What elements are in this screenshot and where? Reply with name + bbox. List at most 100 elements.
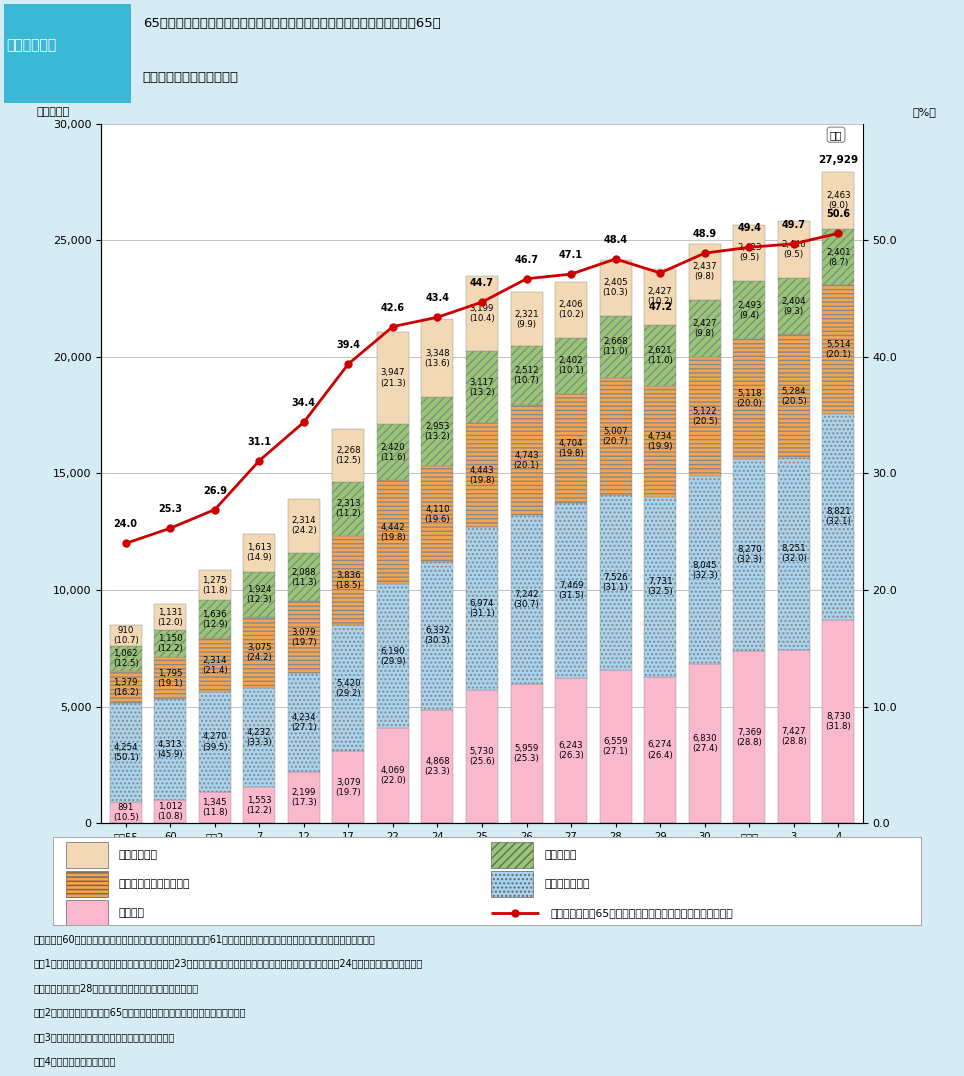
- Text: 6,332
(30.3): 6,332 (30.3): [424, 626, 450, 646]
- Bar: [243, 571, 276, 617]
- Bar: [288, 601, 320, 674]
- Text: 2,402
(10.1): 2,402 (10.1): [558, 356, 584, 376]
- Bar: [110, 671, 142, 704]
- Bar: [199, 570, 230, 600]
- Bar: [199, 792, 230, 823]
- Bar: [243, 689, 276, 787]
- Bar: [288, 771, 320, 823]
- Text: 44.7: 44.7: [470, 278, 494, 288]
- Text: 三世代世帯: 三世代世帯: [544, 850, 576, 860]
- Text: 2,314
(24.2): 2,314 (24.2): [291, 516, 317, 535]
- Text: 25.3: 25.3: [158, 505, 182, 514]
- Text: 6,974
(31.1): 6,974 (31.1): [469, 598, 495, 618]
- Text: 総数: 総数: [830, 130, 843, 140]
- Text: 資料：昭和60年以前の数値は厚生省「厚生行政基礎調査」、昭和61年以降の数値は厚生労働省「国民生活基礎調査」による。: 資料：昭和60年以前の数値は厚生省「厚生行政基礎調査」、昭和61年以降の数値は厚…: [34, 934, 375, 944]
- Text: 8,730
(31.8): 8,730 (31.8): [825, 712, 851, 731]
- Text: 7,731
(32.5): 7,731 (32.5): [647, 577, 673, 596]
- Bar: [600, 378, 631, 495]
- Bar: [110, 647, 142, 671]
- Bar: [333, 482, 364, 536]
- Text: 2,953
(13.2): 2,953 (13.2): [424, 422, 450, 441]
- Bar: [644, 386, 676, 497]
- Bar: [421, 320, 453, 397]
- Bar: [555, 282, 587, 338]
- Bar: [822, 414, 854, 620]
- Text: （年）: （年）: [870, 861, 891, 870]
- Text: 49.7: 49.7: [782, 220, 806, 230]
- Text: 4,734
(19.9): 4,734 (19.9): [648, 431, 673, 451]
- Bar: [110, 704, 142, 803]
- Bar: [377, 332, 409, 424]
- Text: 2,401
(8.7): 2,401 (8.7): [826, 247, 850, 267]
- Bar: [466, 277, 498, 351]
- Bar: [778, 650, 810, 823]
- Text: 3,079
(19.7): 3,079 (19.7): [291, 627, 316, 647]
- Bar: [110, 803, 142, 823]
- Text: 2,427
(9.8): 2,427 (9.8): [692, 320, 717, 338]
- Bar: [688, 300, 721, 357]
- Bar: [377, 584, 409, 728]
- Text: 1,795
(19.1): 1,795 (19.1): [157, 668, 183, 688]
- Bar: [4, 4, 131, 103]
- Bar: [492, 870, 533, 897]
- Bar: [555, 678, 587, 823]
- Text: 2,420
(11.6): 2,420 (11.6): [380, 442, 406, 462]
- Text: 1,345
(11.8): 1,345 (11.8): [201, 798, 228, 817]
- Bar: [243, 787, 276, 823]
- Text: 5,420
(29.2): 5,420 (29.2): [335, 679, 362, 697]
- Bar: [333, 751, 364, 823]
- Text: 49.4: 49.4: [737, 224, 762, 233]
- Text: 39.4: 39.4: [336, 340, 361, 350]
- Text: 4,704
(19.8): 4,704 (19.8): [558, 439, 584, 458]
- Text: （千世帯）: （千世帯）: [37, 108, 69, 117]
- Text: 7,526
(31.1): 7,526 (31.1): [602, 574, 629, 592]
- Text: 2,313
(11.2): 2,313 (11.2): [335, 499, 362, 519]
- Bar: [822, 285, 854, 414]
- Bar: [511, 515, 543, 684]
- Bar: [154, 657, 186, 699]
- Text: 6,559
(27.1): 6,559 (27.1): [602, 737, 629, 756]
- Text: 6,830
(27.4): 6,830 (27.4): [692, 734, 717, 753]
- Bar: [644, 269, 676, 325]
- Bar: [688, 477, 721, 664]
- Bar: [822, 620, 854, 823]
- Text: 8,821
(32.1): 8,821 (32.1): [825, 507, 851, 526]
- Text: 50.6: 50.6: [826, 210, 850, 220]
- Bar: [333, 536, 364, 625]
- Text: （注2）（　）内の数字は、65歳以上の者のいる世帯総数に占める割合（％）: （注2）（ ）内の数字は、65歳以上の者のいる世帯総数に占める割合（％）: [34, 1007, 246, 1018]
- Text: 2,321
(9.9): 2,321 (9.9): [514, 310, 539, 328]
- Bar: [377, 728, 409, 823]
- Text: 8,270
(32.3): 8,270 (32.3): [736, 546, 763, 565]
- Bar: [778, 457, 810, 650]
- Bar: [778, 279, 810, 335]
- Text: 2,437
(9.8): 2,437 (9.8): [692, 263, 717, 282]
- Text: 4,254
(50.1): 4,254 (50.1): [113, 744, 139, 762]
- Text: 全世帯に占める65歳以上の者がいる世帯の割合（右目盛り）: 全世帯に占める65歳以上の者がいる世帯の割合（右目盛り）: [550, 908, 733, 918]
- Bar: [154, 631, 186, 657]
- Text: 2,268
(12.5): 2,268 (12.5): [335, 445, 362, 465]
- Text: 2,405
(10.3): 2,405 (10.3): [602, 279, 629, 297]
- Text: 2,423
(9.5): 2,423 (9.5): [736, 243, 762, 263]
- Text: 2,463
(9.0): 2,463 (9.0): [826, 192, 850, 210]
- Bar: [421, 466, 453, 562]
- Text: 24.0: 24.0: [114, 520, 138, 529]
- Text: 2,088
(11.3): 2,088 (11.3): [291, 567, 317, 586]
- Text: 4,110
(19.6): 4,110 (19.6): [425, 505, 450, 524]
- Bar: [644, 677, 676, 823]
- Text: （注1）平成７年の数値は兵庫県を除いたもの、平成23年の数値は岩手県、宮城県及び福島県を除いたもの、平成24年の数値は福島県を除いた: （注1）平成７年の数値は兵庫県を除いたもの、平成23年の数値は岩手県、宮城県及び…: [34, 959, 423, 968]
- Text: 46.7: 46.7: [515, 255, 539, 265]
- Text: 7,242
(30.7): 7,242 (30.7): [514, 591, 540, 609]
- Bar: [822, 229, 854, 285]
- Text: 7,427
(28.8): 7,427 (28.8): [781, 727, 807, 746]
- Bar: [600, 316, 631, 378]
- Text: その他の世帯: その他の世帯: [119, 850, 158, 860]
- Bar: [688, 243, 721, 300]
- Text: 1,553
(12.2): 1,553 (12.2): [247, 795, 272, 815]
- Bar: [734, 458, 765, 651]
- Bar: [466, 690, 498, 823]
- Text: 910
(10.7): 910 (10.7): [113, 626, 139, 646]
- Bar: [466, 527, 498, 690]
- Text: 5,122
(20.5): 5,122 (20.5): [692, 407, 717, 426]
- Text: 5,118
(20.0): 5,118 (20.0): [736, 390, 763, 409]
- Bar: [288, 499, 320, 553]
